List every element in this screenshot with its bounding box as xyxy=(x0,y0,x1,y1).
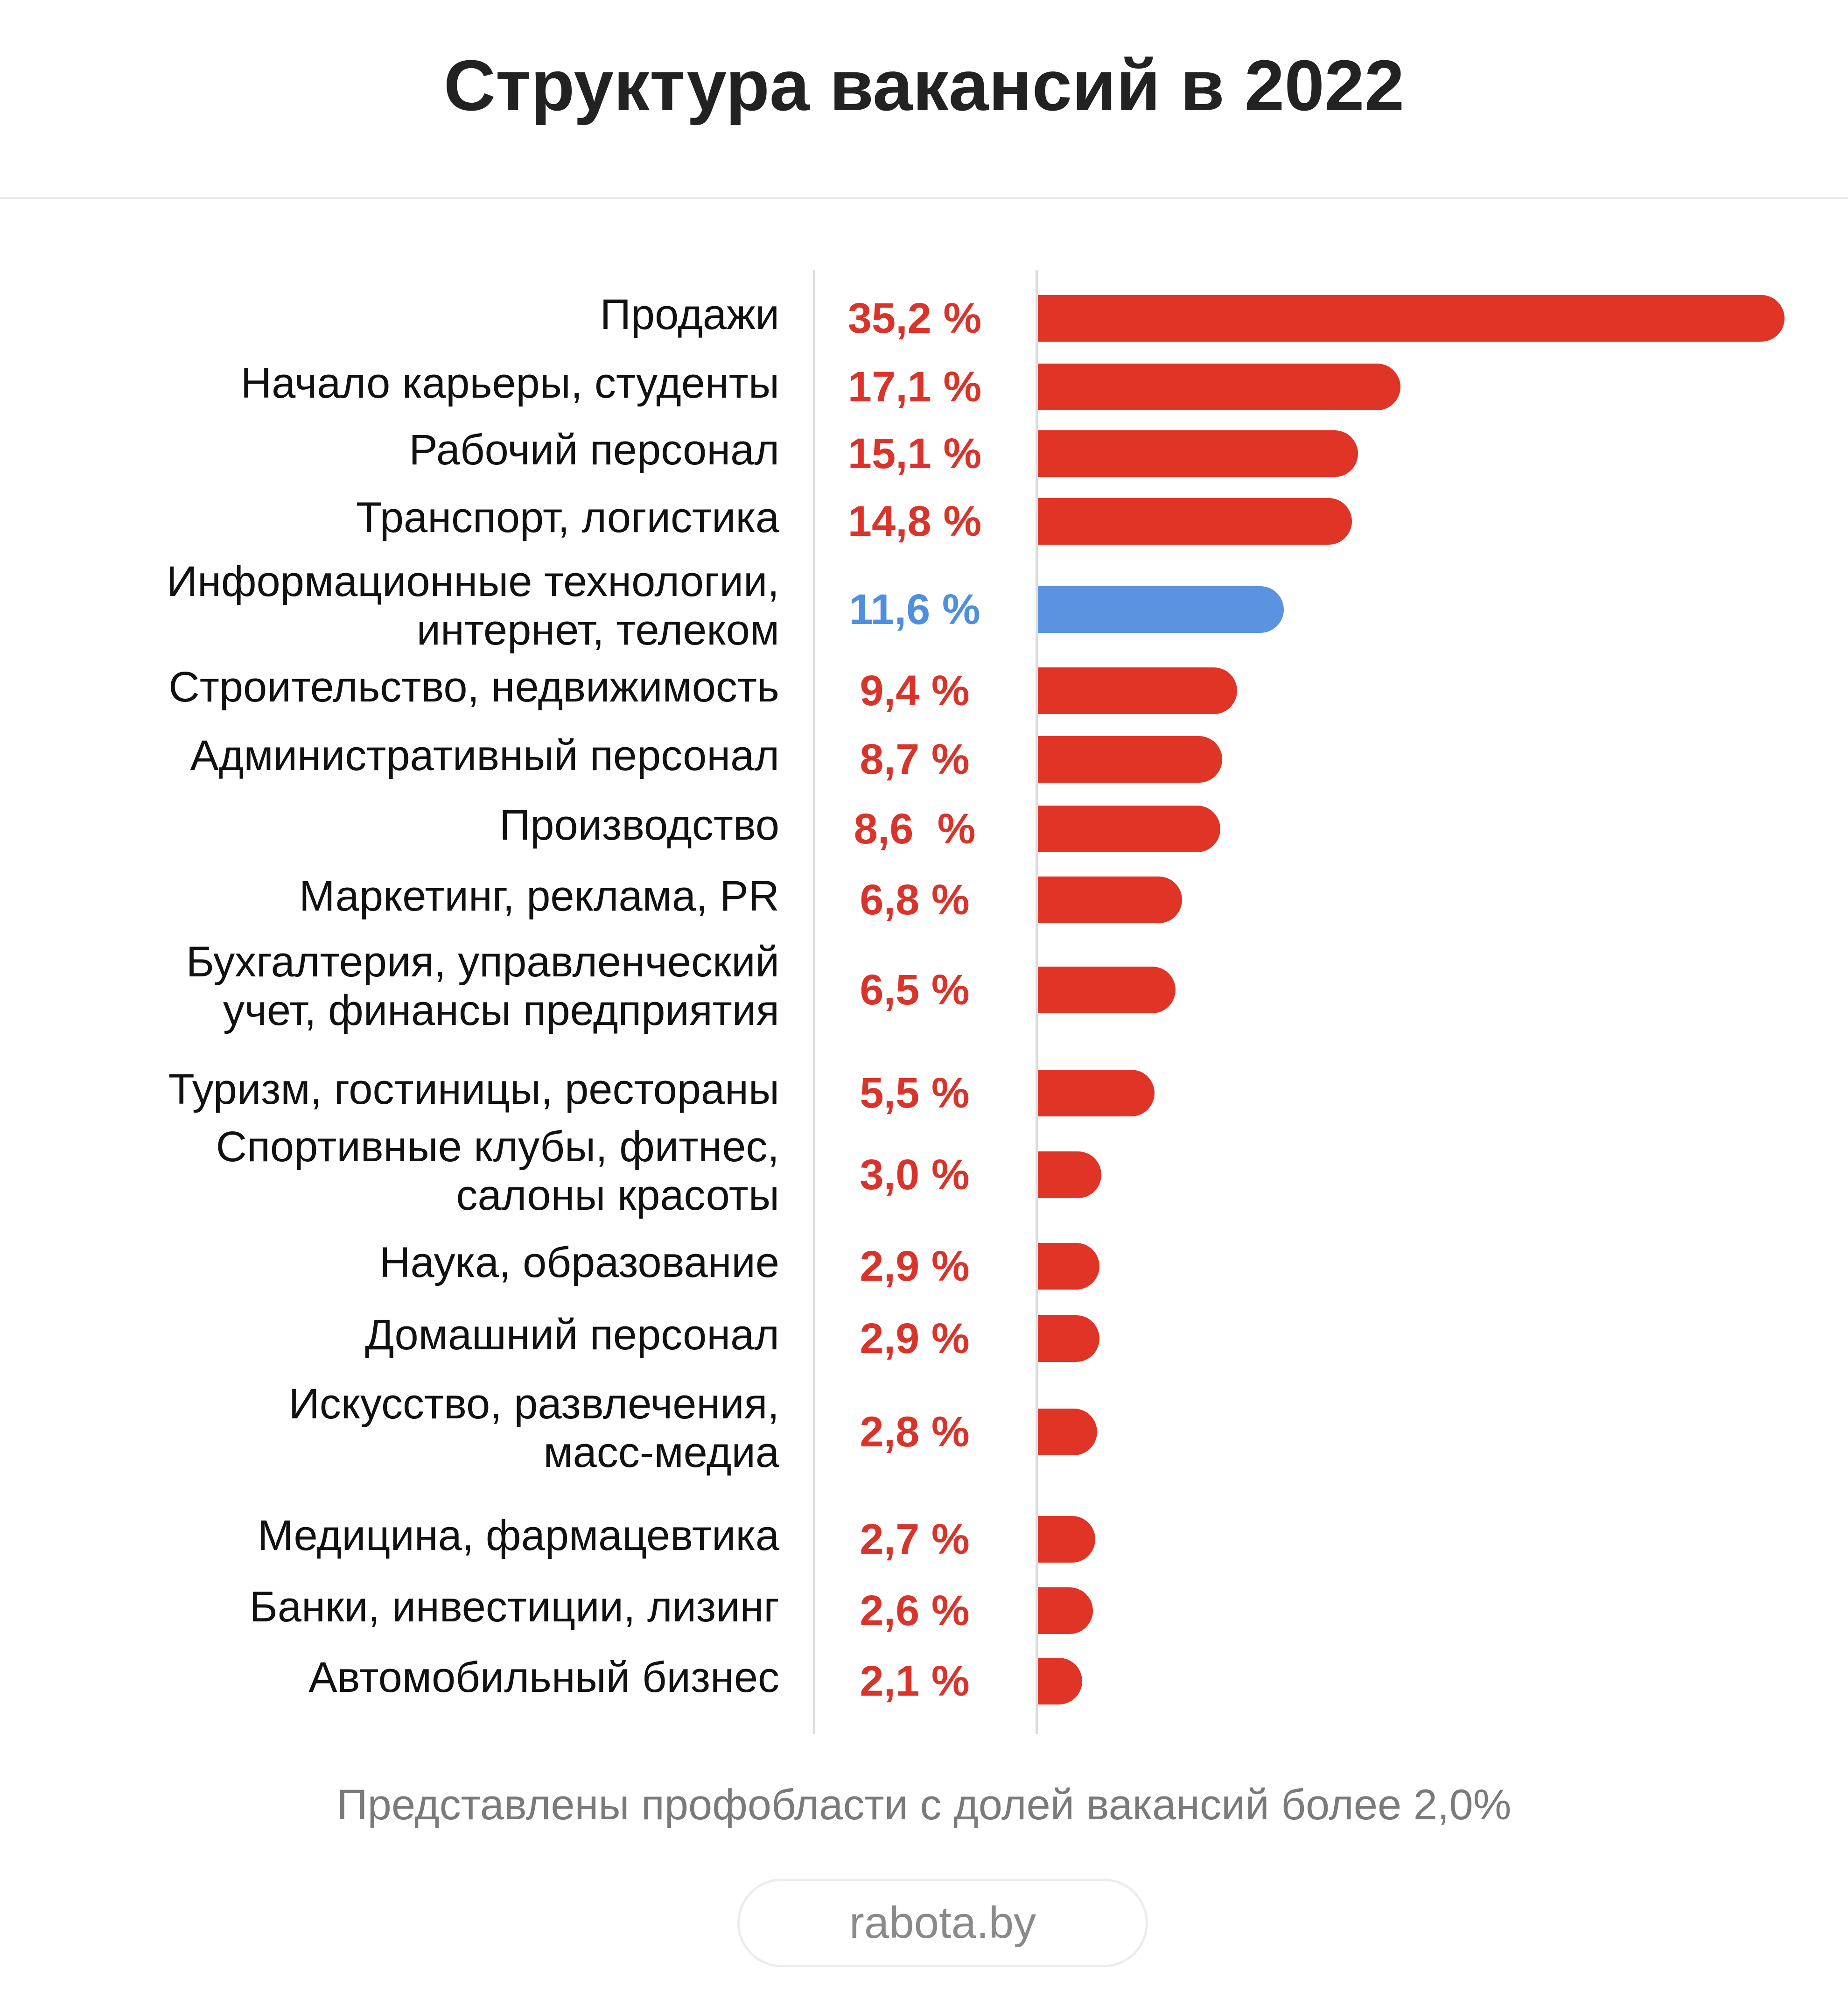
category-label-line: Банки, инвестиции, лизинг xyxy=(249,1583,779,1631)
value-label: 3,0 % xyxy=(860,1151,970,1199)
category-label-line: Спортивные клубы, фитнес, xyxy=(216,1123,779,1171)
category-label-line: Информационные технологии, xyxy=(166,558,779,605)
bar xyxy=(1038,877,1183,923)
category-label: Информационные технологии, интернет, теле… xyxy=(0,557,779,654)
category-label-line: Продажи xyxy=(600,291,779,338)
category-label: Искусство, развлечения, масс-медиа xyxy=(0,1380,779,1477)
bar xyxy=(1038,667,1238,714)
category-label-line: Строительство, недвижимость xyxy=(168,663,779,711)
category-label: Административный персонал xyxy=(0,731,779,780)
value-label: 9,4 % xyxy=(860,667,970,715)
value-label: 6,8 % xyxy=(860,876,970,924)
category-label-line: Бухгалтерия, управленческий xyxy=(186,938,779,986)
value-label: 6,5 % xyxy=(860,966,970,1014)
category-label-line: Медицина, фармацевтика xyxy=(257,1512,779,1559)
category-label: Строительство, недвижимость xyxy=(0,663,779,711)
bar-highlight xyxy=(1038,586,1284,633)
category-label-line: Искусство, развлечения, xyxy=(288,1380,779,1428)
bar xyxy=(1038,1151,1102,1198)
category-label-line: Автомобильный бизнес xyxy=(308,1654,779,1701)
title-divider xyxy=(0,197,1848,199)
value-label: 8,6 % xyxy=(854,805,976,853)
category-label-line: Наука, образование xyxy=(379,1239,779,1286)
bar xyxy=(1038,498,1352,545)
source-badge[interactable]: rabota.by xyxy=(737,1879,1148,1967)
category-label-line: Начало карьеры, студенты xyxy=(240,359,779,407)
bar xyxy=(1038,430,1358,477)
value-label: 2,6 % xyxy=(860,1587,970,1634)
category-label-line: Маркетинг, реклама, PR xyxy=(299,872,779,920)
bar xyxy=(1038,1587,1093,1634)
label-divider-line xyxy=(813,270,815,1734)
bar xyxy=(1038,364,1401,410)
bar xyxy=(1038,806,1220,852)
category-label: Туризм, гостиницы, рестораны xyxy=(0,1065,779,1114)
category-label-line: Административный персонал xyxy=(190,732,779,779)
bar xyxy=(1038,967,1176,1013)
value-label: 17,1 % xyxy=(847,363,982,411)
category-label: Маркетинг, реклама, PR xyxy=(0,872,779,920)
value-label: 14,8 % xyxy=(847,498,982,545)
value-label: 2,9 % xyxy=(860,1315,970,1362)
category-label: Банки, инвестиции, лизинг xyxy=(0,1583,779,1631)
category-label-line: Домашний персонал xyxy=(365,1311,779,1359)
footnote: Представлены профобласти с долей ваканси… xyxy=(336,1781,1512,1829)
category-label: Продажи xyxy=(0,290,779,339)
category-label: Автомобильный бизнес xyxy=(0,1653,779,1702)
category-label-line: Рабочий персонал xyxy=(409,426,779,474)
bar-axis-line xyxy=(1036,270,1038,1734)
category-label: Домашний персонал xyxy=(0,1311,779,1359)
category-label-line: Транспорт, логистика xyxy=(356,494,779,541)
bar xyxy=(1038,1243,1099,1290)
category-label: Производство xyxy=(0,801,779,849)
bar xyxy=(1038,736,1223,783)
bar xyxy=(1038,1315,1099,1362)
value-label: 2,1 % xyxy=(860,1657,970,1705)
category-label-line: учет, финансы предприятия xyxy=(223,987,779,1034)
category-label-line: Производство xyxy=(499,801,779,849)
category-label-line: интернет, телеком xyxy=(416,606,779,654)
value-label: 5,5 % xyxy=(860,1069,970,1117)
chart-title: Структура вакансий в 2022 xyxy=(443,45,1405,126)
bar xyxy=(1038,1070,1155,1116)
bar xyxy=(1038,1516,1095,1563)
value-label: 11,6 % xyxy=(849,586,980,633)
category-label: Начало карьеры, студенты xyxy=(0,359,779,407)
category-label: Наука, образование xyxy=(0,1238,779,1287)
category-label-line: Туризм, гостиницы, рестораны xyxy=(168,1066,779,1113)
value-label: 2,9 % xyxy=(860,1242,970,1290)
category-label-line: салоны красоты xyxy=(456,1171,779,1219)
value-label: 15,1 % xyxy=(847,430,982,477)
value-label: 35,2 % xyxy=(847,295,982,342)
category-label: Бухгалтерия, управленческий учет, финансы… xyxy=(0,938,779,1035)
category-label-line: масс-медиа xyxy=(543,1429,779,1476)
value-label: 2,7 % xyxy=(860,1515,970,1563)
category-label: Рабочий персонал xyxy=(0,426,779,474)
value-label: 8,7 % xyxy=(860,736,970,783)
value-label: 2,8 % xyxy=(860,1408,970,1456)
category-label: Транспорт, логистика xyxy=(0,493,779,542)
bar xyxy=(1038,1658,1083,1704)
category-label: Медицина, фармацевтика xyxy=(0,1511,779,1560)
category-label: Спортивные клубы, фитнес, салоны красоты xyxy=(0,1122,779,1220)
bar xyxy=(1038,295,1785,342)
bar xyxy=(1038,1409,1098,1455)
